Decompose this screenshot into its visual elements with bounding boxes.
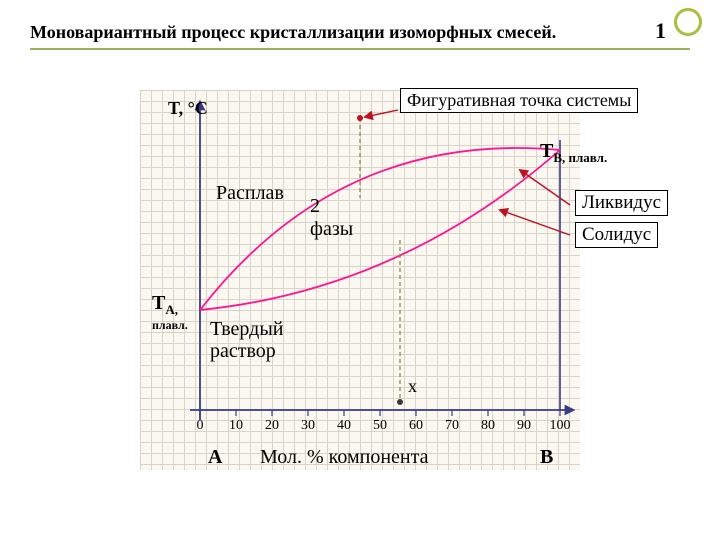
tb-letter: T <box>540 140 553 162</box>
solidus-label: Солидус <box>575 222 658 248</box>
x-tick: 70 <box>445 418 459 434</box>
corner-decoration <box>674 8 702 36</box>
melt-label: Расплав <box>216 182 284 205</box>
page-number: 1 <box>655 18 666 44</box>
ta-sub: А, <box>165 302 178 317</box>
x-tick: 60 <box>409 418 423 434</box>
x-right-label: B <box>540 446 553 469</box>
x-tick: 80 <box>481 418 495 434</box>
chart-svg <box>140 90 580 470</box>
ta-letter: T <box>152 292 165 314</box>
x-marker-label: x <box>408 376 417 397</box>
x-tick: 100 <box>550 418 571 434</box>
solid-solution-label: Твердыйраствор <box>210 318 283 362</box>
x-left-label: A <box>208 446 222 469</box>
x-axis-label: Мол. % компонента <box>260 446 429 469</box>
phases-word: фазы <box>310 218 353 240</box>
ta-label: TА, плавл. <box>152 292 188 333</box>
liquidus-label: Ликвидус <box>575 190 668 216</box>
phases-num: 2 <box>310 195 320 217</box>
tb-sub: В, плавл. <box>553 150 607 165</box>
x-tick: 0 <box>197 418 204 434</box>
phases-label: 2 фазы <box>310 195 353 241</box>
x-tick: 50 <box>373 418 387 434</box>
y-axis-label: T, °C <box>168 98 208 119</box>
x-tick: 10 <box>229 418 243 434</box>
x-tick: 90 <box>517 418 531 434</box>
ta-sub2: плавл. <box>152 318 188 333</box>
x-tick: 40 <box>337 418 351 434</box>
phase-diagram: T, °C Фигуративная точка системы TВ, пла… <box>120 70 600 510</box>
x-tick: 20 <box>265 418 279 434</box>
figurative-point-label: Фигуративная точка системы <box>400 88 638 113</box>
page-title: Моновариантный процесс кристаллизации из… <box>30 22 556 43</box>
tb-label: TВ, плавл. <box>540 140 607 166</box>
x-tick: 30 <box>301 418 315 434</box>
